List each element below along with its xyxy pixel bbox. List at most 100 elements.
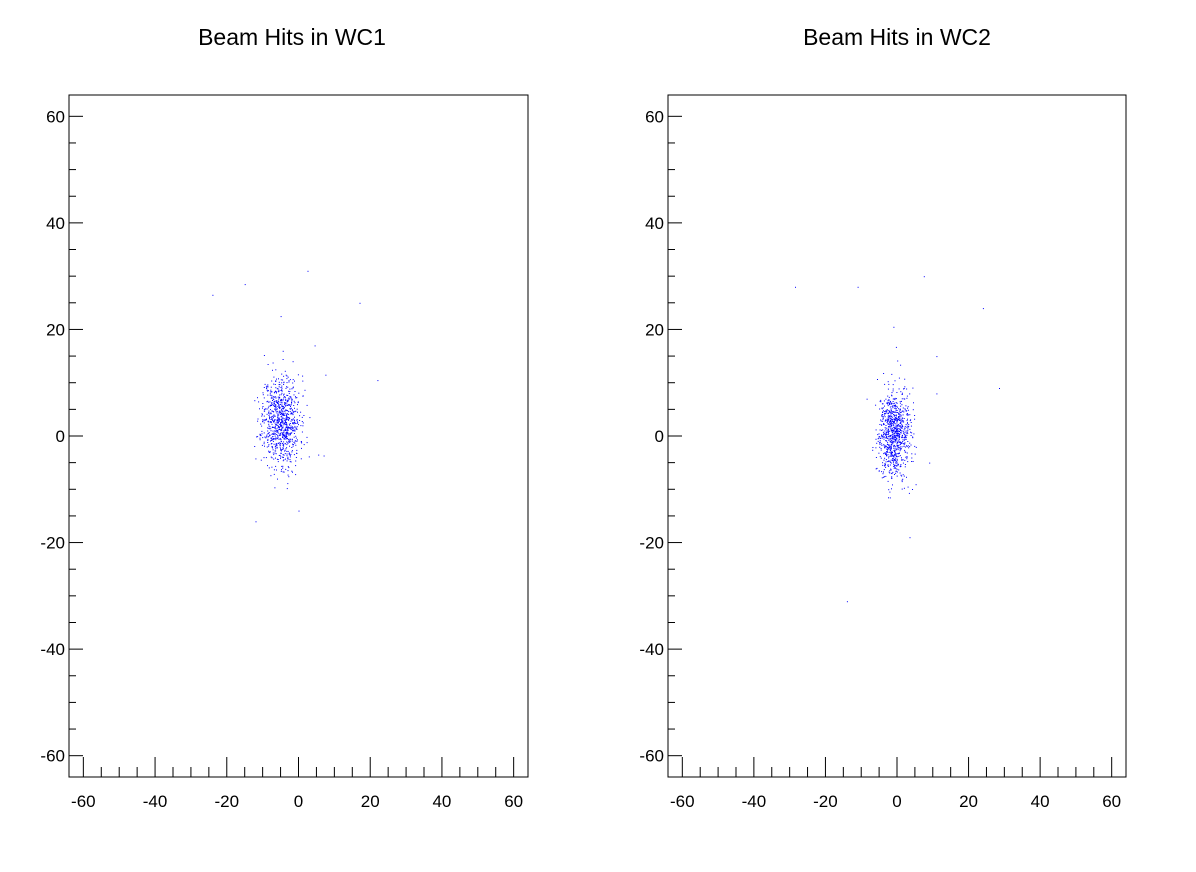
wc1-hit-point xyxy=(286,401,288,403)
wc2-hit-point xyxy=(878,436,880,437)
wc1-hit-point xyxy=(284,410,286,412)
wc1-hit-point xyxy=(282,406,284,407)
wc1-hit-point xyxy=(303,415,305,416)
wc2-hit-point xyxy=(902,434,903,436)
wc2-hit-point xyxy=(898,377,900,379)
wc2-hit-point xyxy=(892,405,894,407)
wc1-hit-point xyxy=(280,423,282,425)
wc2-hit-point xyxy=(897,435,899,437)
wc2-hit-point xyxy=(885,413,886,415)
wc2-hit-point xyxy=(890,430,892,432)
wc2-hit-point xyxy=(884,411,886,413)
wc2-hit-point xyxy=(901,488,903,490)
wc1-hit-point xyxy=(291,419,292,421)
wc2-hit-point xyxy=(896,461,898,463)
wc1-hit-point xyxy=(281,385,283,387)
wc1-hit-point xyxy=(283,407,285,409)
wc2-hit-point xyxy=(882,420,884,422)
wc1-hit-point xyxy=(287,474,289,476)
wc1-hit-point xyxy=(280,399,282,401)
wc2-hit-point xyxy=(884,427,886,429)
wc2-hit-point xyxy=(900,474,902,476)
wc2-hit-point xyxy=(889,449,891,451)
wc2-hit-point xyxy=(882,416,884,418)
wc1-hit-point xyxy=(263,415,265,417)
wc1-hit-point xyxy=(275,401,277,402)
wc2-hit-point xyxy=(883,410,884,412)
wc2-hit-point xyxy=(905,451,907,453)
wc1-hit-point xyxy=(284,450,286,452)
wc1-hit-point xyxy=(275,443,277,444)
wc2-hit-point xyxy=(911,461,913,462)
wc1-hit-point xyxy=(293,433,295,434)
wc2-title: Beam Hits in WC2 xyxy=(803,24,991,50)
wc2-x-tick-label: -20 xyxy=(813,792,838,811)
wc2-hit-point xyxy=(889,464,891,466)
wc1-hit-point xyxy=(269,418,270,420)
wc1-hit-point xyxy=(257,397,258,399)
wc2-hit-point xyxy=(896,421,898,423)
wc2-hit-point xyxy=(889,450,891,451)
wc2-hit-point xyxy=(880,419,882,421)
wc1-hit-point xyxy=(285,437,287,439)
wc2-hit-point xyxy=(892,457,894,459)
wc2-hit-point xyxy=(893,424,895,426)
wc2-hit-point xyxy=(895,457,897,459)
wc2-hit-point xyxy=(894,407,896,409)
wc2-hit-point xyxy=(895,398,897,400)
wc1-hit-point xyxy=(277,403,279,404)
wc1-hit-point xyxy=(281,433,283,435)
wc2-hit-point xyxy=(903,475,905,477)
wc1-hit-point xyxy=(269,426,271,428)
wc2-hit-point xyxy=(892,398,894,400)
wc1-hit-point xyxy=(270,419,272,420)
wc1-hit-point xyxy=(285,404,287,406)
wc1-hit-point xyxy=(286,410,288,411)
wc1-hit-point xyxy=(280,379,282,381)
wc1-hit-point xyxy=(285,405,287,407)
wc2-hit-point xyxy=(896,418,898,420)
wc2-hit-point xyxy=(898,453,900,455)
wc1-hit-point xyxy=(284,404,286,406)
wc1-hit-point xyxy=(290,461,292,463)
wc1-hit-point xyxy=(266,388,268,390)
wc1-hit-point xyxy=(290,438,292,440)
wc1-hit-point xyxy=(275,407,277,409)
wc2-hit-point xyxy=(886,452,888,453)
wc2-hit-point xyxy=(895,433,897,434)
wc2-hit-point xyxy=(883,452,885,454)
wc1-hit-point xyxy=(286,432,288,433)
wc1-hit-point xyxy=(300,458,302,460)
wc1-hit-point xyxy=(290,427,292,429)
wc2-hit-point xyxy=(899,450,901,452)
wc2-hit-point xyxy=(906,414,908,416)
wc1-hit-point xyxy=(265,385,267,387)
wc1-hit-point xyxy=(284,435,286,437)
wc2-hit-point xyxy=(903,444,905,446)
wc2-hit-point xyxy=(903,388,905,390)
wc1-hit-point xyxy=(289,441,291,443)
wc1-hit-point xyxy=(289,427,291,429)
wc1-hit-point xyxy=(287,417,289,418)
wc1-hit-point xyxy=(273,458,275,460)
wc1-hit-point xyxy=(278,404,280,405)
wc1-hit-point xyxy=(288,423,290,425)
wc2-hit-point xyxy=(883,438,885,440)
wc2-hit-point xyxy=(885,461,887,463)
wc2-hit-point xyxy=(890,420,892,422)
wc2-hit-point xyxy=(889,404,890,406)
wc1-hit-point xyxy=(278,434,280,436)
wc2-hit-point xyxy=(884,465,886,467)
wc2-y-tick-label: 0 xyxy=(655,427,664,446)
wc2-hit-point xyxy=(895,419,897,421)
wc2-frame xyxy=(667,94,1127,778)
wc1-hit-point xyxy=(269,413,271,415)
wc2-hit-point xyxy=(891,439,893,441)
wc1-hit-point xyxy=(283,393,285,395)
wc2-hit-point xyxy=(896,422,898,424)
wc2-hit-point xyxy=(909,420,911,422)
wc2-hit-point xyxy=(884,416,886,418)
wc2-hit-point xyxy=(892,419,894,421)
wc2-hit-point xyxy=(897,453,899,455)
wc1-hit-point xyxy=(283,443,285,445)
